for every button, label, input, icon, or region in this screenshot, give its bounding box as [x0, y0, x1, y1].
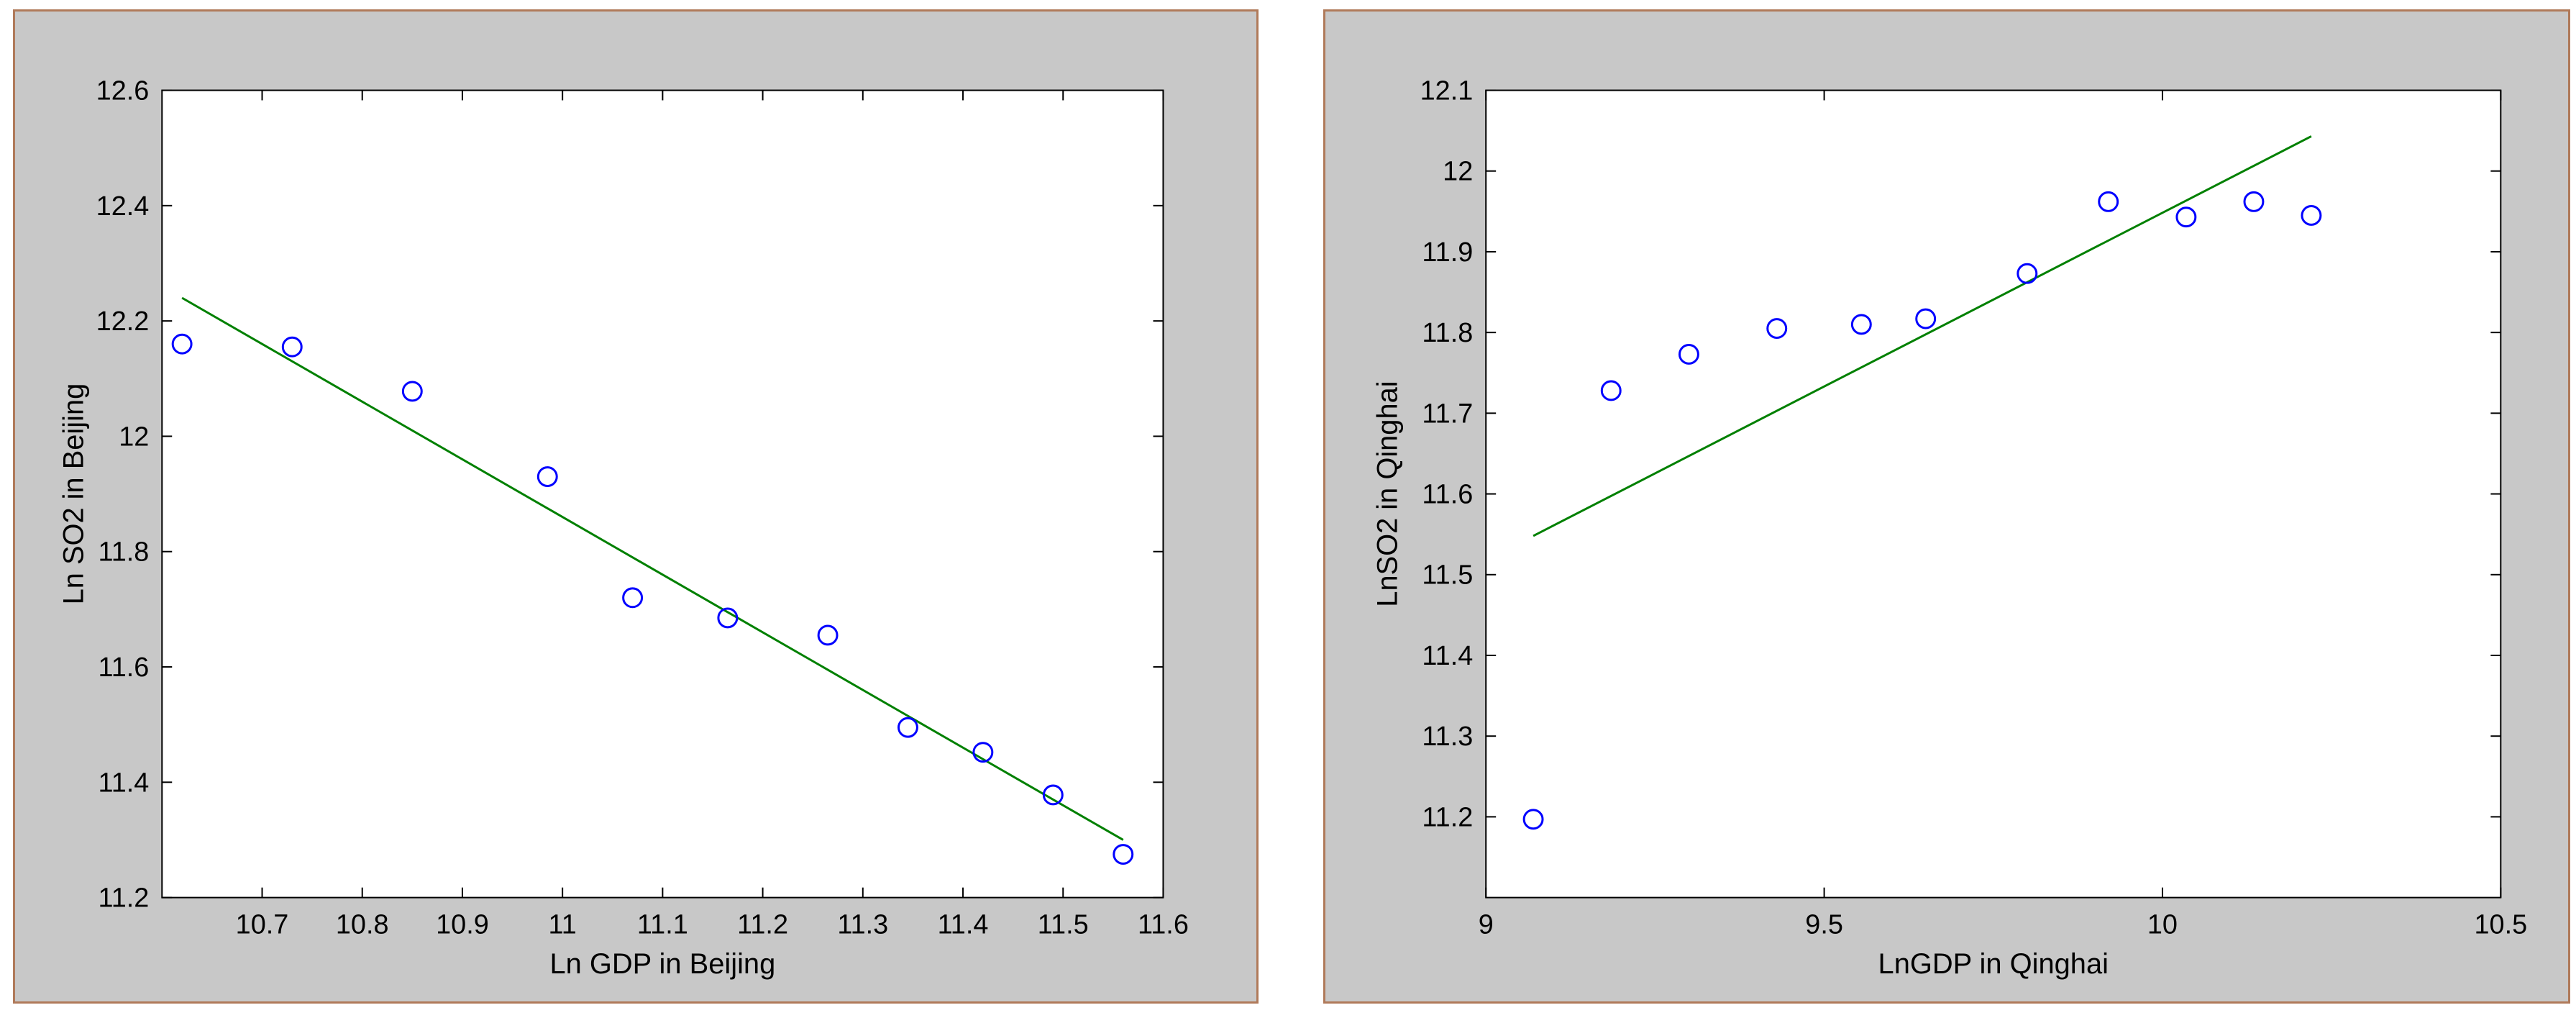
- scatter-chart-beijing: 10.7 10.8 10.9 11 11.1 11.2 11.3 11.4 11.5 11.6 11…: [58, 76, 1189, 980]
- y-tick-label: 11.3: [1422, 722, 1473, 752]
- y-tick-label: 12: [119, 422, 149, 452]
- x-tick-label: 10.8: [336, 909, 389, 940]
- x-tick-label: 11.3: [837, 909, 888, 940]
- y-axis-label: LnSO2 in Qinghai: [1372, 381, 1404, 606]
- data-point: [2175, 206, 2197, 228]
- data-point: [171, 333, 193, 355]
- data-point: [622, 587, 644, 609]
- x-tick-label: 10.7: [236, 909, 289, 940]
- x-tick-label: 10.9: [436, 909, 489, 940]
- data-point: [2301, 205, 2322, 226]
- x-tick-label: 9.5: [1805, 909, 1843, 940]
- y-tick-label: 11.6: [1422, 480, 1473, 510]
- data-point: [1915, 308, 1937, 329]
- data-point: [1113, 844, 1134, 865]
- data-point: [1678, 344, 1699, 365]
- figure-panel-beijing: 10.7 10.8 10.9 11 11.1 11.2 11.3 11.4 11.5 11.6 11…: [13, 9, 1259, 1004]
- y-tick-label: 11.8: [98, 537, 149, 568]
- regression-line: [1533, 135, 2312, 537]
- x-tick-label: 11.1: [637, 909, 688, 940]
- regression-line: [181, 296, 1124, 841]
- y-tick-label: 11.2: [98, 883, 149, 914]
- x-axis-label: LnGDP in Qinghai: [1878, 948, 2109, 980]
- x-tick-label: 9: [1479, 909, 1494, 940]
- y-tick-label: 12.1: [1420, 76, 1474, 106]
- y-tick-label: 11.5: [1422, 560, 1473, 591]
- y-tick-label: 11.2: [1422, 802, 1473, 832]
- data-point: [1042, 784, 1064, 806]
- y-tick-label: 11.8: [1422, 318, 1473, 348]
- y-axis-label: Ln SO2 in Beijing: [58, 383, 90, 605]
- data-point: [536, 466, 558, 487]
- y-tick-label: 11.9: [1422, 237, 1473, 268]
- y-tick-label: 11.4: [1422, 641, 1473, 671]
- data-point: [2017, 263, 2038, 284]
- data-point: [817, 624, 839, 646]
- data-point: [281, 336, 303, 358]
- x-tick-label: 11.6: [1138, 909, 1189, 940]
- data-point: [2098, 191, 2119, 212]
- plot-area: [1485, 89, 2502, 899]
- y-tick-label: 12.2: [96, 306, 150, 337]
- x-tick-label: 11: [548, 909, 576, 940]
- data-point: [897, 717, 918, 738]
- y-tick-label: 12.6: [96, 76, 150, 106]
- x-tick-label: 10: [2147, 909, 2178, 940]
- y-tick-label: 11.4: [98, 768, 149, 798]
- y-tick-label: 11.6: [98, 653, 149, 683]
- x-axis-label: Ln GDP in Beijing: [549, 948, 775, 980]
- data-point: [2243, 191, 2265, 212]
- data-point: [1850, 314, 1872, 335]
- x-tick-label: 11.5: [1038, 909, 1089, 940]
- x-tick-label: 10.5: [2474, 909, 2527, 940]
- x-tick-label: 11.4: [938, 909, 989, 940]
- data-point: [972, 742, 994, 763]
- data-point: [1600, 380, 1622, 401]
- figure-panel-qinghai: 9 9.5 10 10.5 11.2 11.3 11.4 11.5 11.6 11.7 11.8 11…: [1323, 9, 2570, 1004]
- y-tick-label: 11.7: [1422, 399, 1473, 429]
- data-point: [1522, 809, 1544, 830]
- plot-area: [161, 89, 1164, 899]
- data-point: [401, 381, 423, 402]
- x-tick-label: 11.2: [737, 909, 788, 940]
- y-tick-label: 12.4: [96, 191, 150, 222]
- scatter-chart-qinghai: 9 9.5 10 10.5 11.2 11.3 11.4 11.5 11.6 11.7 11.8 11…: [1372, 76, 2528, 980]
- y-tick-label: 12: [1443, 157, 1473, 187]
- data-point: [1766, 318, 1788, 339]
- data-point: [717, 607, 739, 629]
